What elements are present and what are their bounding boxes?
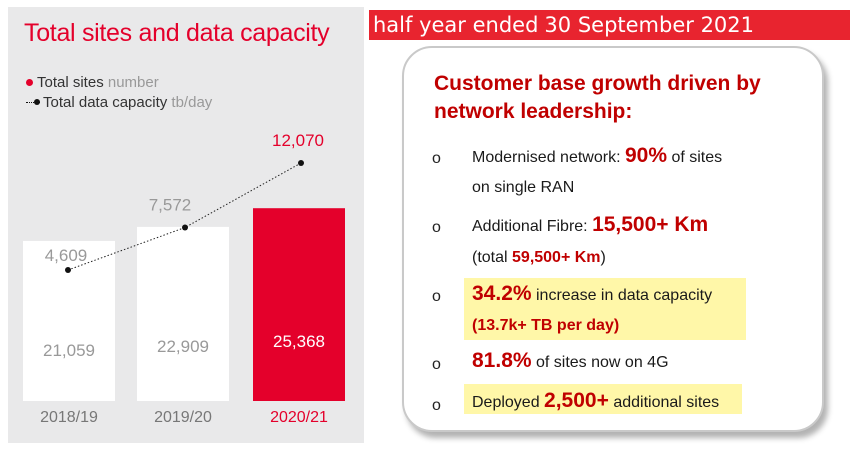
capacity-value-label: 4,609 [45, 246, 88, 265]
item-modernised-line1: Modernised network: 90% of sites [472, 144, 722, 168]
item-capacity-line1: 34.2% increase in data capacity [472, 282, 712, 306]
bar-2019/20 [137, 226, 229, 401]
bullet-marker: o [432, 397, 441, 414]
legend-sites-marker [26, 79, 33, 86]
x-tick-label: 2018/19 [40, 409, 98, 426]
item-value: 81.8% [472, 349, 532, 372]
highlight-box-capacity [464, 278, 746, 340]
bar-value-label: 21,059 [43, 341, 95, 360]
item-value: 2,500+ [544, 389, 609, 412]
item-text: Deployed [472, 394, 545, 411]
card-heading: Customer base growth driven by network l… [434, 72, 761, 123]
capacity-point [65, 267, 71, 273]
item-text: Additional Fibre: [472, 218, 593, 235]
legend-sites-unit: number [107, 74, 159, 91]
banner-text-1: half year ended [373, 13, 539, 37]
bullet-marker: o [432, 219, 441, 236]
chart-panel: Total sites and data capacity Total site… [8, 7, 364, 443]
item-text: (total [472, 249, 513, 266]
bar-2020/21 [253, 208, 345, 401]
capacity-value-label: 7,572 [149, 196, 192, 215]
legend-capacity-marker [26, 99, 40, 106]
legend-capacity-unit: tb/day [171, 94, 213, 111]
highlight-box-deployed [464, 384, 742, 414]
x-tick-label: 2019/20 [154, 409, 212, 426]
item-fibre-line2: (total 59,500+ Km) [472, 249, 606, 267]
item-text: of sites [667, 149, 723, 166]
item-text: additional sites [608, 394, 720, 411]
item-fibre-line1: Additional Fibre: 15,500+ Km [472, 213, 708, 237]
item-text: Modernised network: [472, 149, 625, 166]
highlights-card: Customer base growth driven by network l… [402, 46, 824, 432]
bar-value-label: 25,368 [273, 332, 325, 351]
item-value: 59,500+ Km [512, 249, 601, 266]
banner-text-2: 30 September 2021 [544, 13, 755, 37]
capacity-point [182, 224, 188, 231]
legend-data-capacity: Total data capacity tb/day [26, 94, 212, 111]
item-modernised-line2: on single RAN [472, 179, 574, 197]
bar-value-label: 22,909 [157, 337, 209, 356]
item-value: 15,500+ Km [592, 213, 709, 236]
legend-total-sites: Total sites number [26, 74, 159, 91]
item-text: ) [600, 249, 606, 266]
item-text: increase in data capacity [531, 287, 713, 304]
bullet-marker: o [432, 150, 441, 167]
legend-sites-label: Total sites [37, 74, 104, 91]
x-tick-label: 2020/21 [270, 409, 328, 426]
item-value: 90% [624, 144, 667, 167]
item-deployed: Deployed 2,500+ additional sites [472, 389, 719, 413]
bullet-marker: o [432, 356, 441, 373]
capacity-point [298, 160, 304, 166]
item-value: 34.2% [472, 282, 532, 305]
chart-plot: 21,059 2018/19 22,909 2019/20 25,368 2020/21 4… [23, 131, 345, 426]
item-4g: 81.8% of sites now on 4G [472, 349, 669, 373]
item-text: on single RAN [472, 179, 575, 196]
chart-title: Total sites and data capacity [24, 19, 330, 47]
item-text: of sites now on 4G [531, 354, 669, 371]
capacity-value-label: 12,070 [272, 131, 324, 150]
bullet-marker: o [432, 288, 441, 305]
item-value: (13.7k+ TB per day) [472, 317, 620, 334]
period-banner: half year ended 30 September 2021 [369, 10, 850, 40]
item-capacity-line2: (13.7k+ TB per day) [472, 317, 619, 335]
legend-capacity-label: Total data capacity [43, 94, 168, 111]
